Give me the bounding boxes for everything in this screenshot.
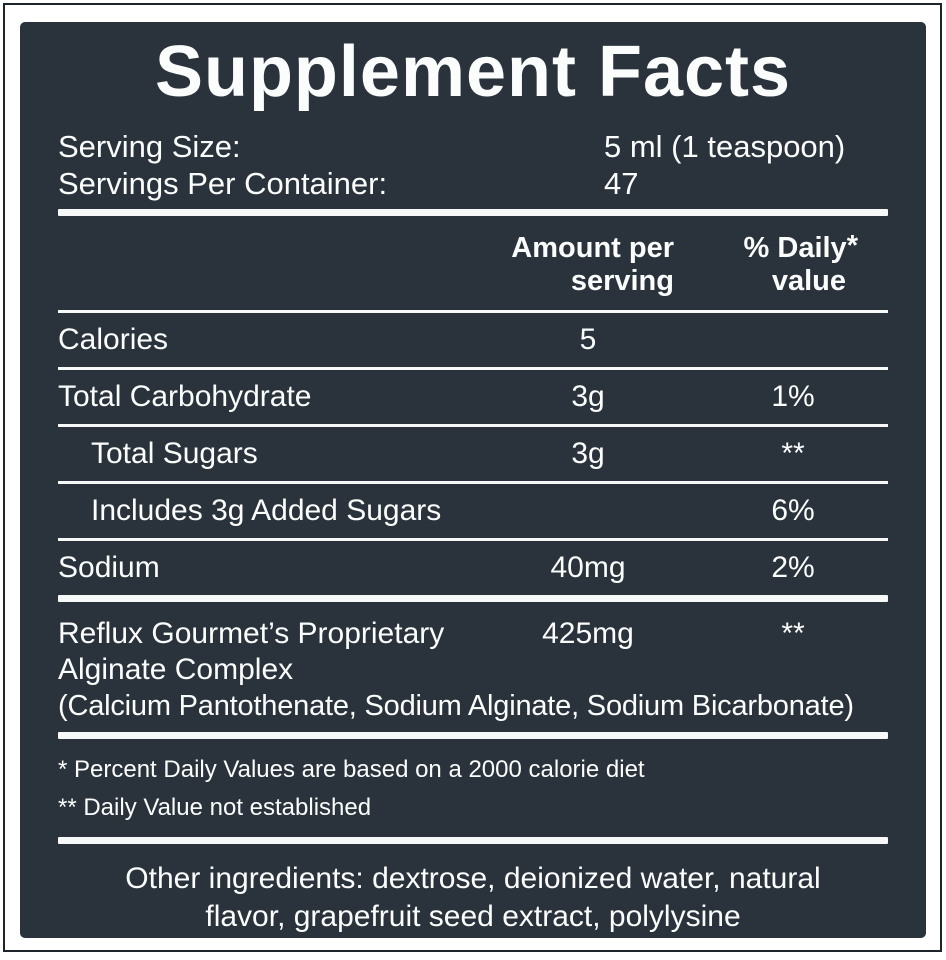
thin-rule bbox=[58, 538, 888, 541]
serving-size-value: 5 ml (1 teaspoon) bbox=[604, 129, 846, 164]
nutrient-name: Total Sugars bbox=[91, 437, 258, 470]
nutrient-amount: 3g bbox=[571, 380, 605, 413]
table-header-row: Amount per serving % Daily* value bbox=[58, 216, 888, 310]
other-ingredients-section: Other ingredients: dextrose, deionized w… bbox=[58, 844, 888, 936]
thin-rule bbox=[58, 367, 888, 370]
daily-value-asterisk: * bbox=[846, 230, 858, 262]
table-row-sodium: Sodium 40mg 2% bbox=[58, 541, 888, 595]
header-dv-line1: % Daily* bbox=[698, 230, 858, 265]
thick-rule bbox=[58, 837, 888, 844]
thick-rule bbox=[58, 209, 888, 216]
serving-size-label: Serving Size: bbox=[58, 129, 241, 164]
header-name-spacer bbox=[58, 232, 478, 298]
proprietary-name-line1: Reflux Gourmet’s Proprietary bbox=[58, 617, 445, 650]
nutrient-name: Sodium bbox=[58, 551, 160, 584]
proprietary-dv: ** bbox=[781, 617, 805, 650]
table-row-added-sugars: Includes 3g Added Sugars 6% bbox=[58, 484, 888, 538]
header-percent-daily-value: % Daily* value bbox=[698, 230, 888, 298]
nutrient-amount: 5 bbox=[579, 323, 597, 356]
footnote-daily-value: * Percent Daily Values are based on a 20… bbox=[58, 756, 645, 783]
header-amount-per-serving: Amount per serving bbox=[478, 232, 698, 298]
thin-rule bbox=[58, 310, 888, 313]
proprietary-name-line2: Alginate Complex bbox=[58, 653, 294, 686]
supplement-facts-panel: Supplement Facts Serving Size: 5 ml (1 t… bbox=[20, 22, 926, 938]
table-row-proprietary-blend: Reflux Gourmet’s Proprietary 425mg ** bbox=[58, 616, 888, 652]
thick-rule bbox=[58, 595, 888, 602]
table-row-total-carbohydrate: Total Carbohydrate 3g 1% bbox=[58, 370, 888, 424]
panel-title: Supplement Facts bbox=[154, 32, 792, 112]
servings-per-container-row: Servings Per Container: 47 bbox=[58, 165, 888, 202]
thick-rule bbox=[58, 732, 888, 739]
nutrient-amount: 40mg bbox=[550, 551, 626, 584]
serving-size-row: Serving Size: 5 ml (1 teaspoon) bbox=[58, 128, 888, 165]
table-row-total-sugars: Total Sugars 3g ** bbox=[58, 427, 888, 481]
header-dv-text: % Daily bbox=[743, 232, 847, 264]
header-dv-line2: value bbox=[771, 265, 846, 297]
footnote-not-established: ** Daily Value not established bbox=[58, 794, 372, 821]
nutrient-name: Includes 3g Added Sugars bbox=[91, 494, 442, 527]
nutrient-name: Calories bbox=[58, 323, 169, 356]
nutrient-amount: 3g bbox=[571, 437, 605, 470]
servings-per-container-value: 47 bbox=[604, 166, 639, 201]
thin-rule bbox=[58, 424, 888, 427]
proprietary-blend-block: Reflux Gourmet’s Proprietary 425mg ** Al… bbox=[58, 602, 888, 724]
nutrient-dv: 1% bbox=[771, 380, 815, 413]
thin-rule bbox=[58, 481, 888, 484]
other-ingredients-text: Other ingredients: dextrose, deionized w… bbox=[125, 862, 821, 933]
table-row-calories: Calories 5 bbox=[58, 313, 888, 367]
proprietary-components: (Calcium Pantothenate, Sodium Alginate, … bbox=[58, 690, 854, 722]
nutrient-dv: 2% bbox=[771, 551, 815, 584]
servings-per-container-label: Servings Per Container: bbox=[58, 166, 388, 201]
nutrient-dv: ** bbox=[781, 437, 805, 470]
nutrient-dv: 6% bbox=[771, 494, 815, 527]
nutrient-name: Total Carbohydrate bbox=[58, 380, 312, 413]
footnotes-block: * Percent Daily Values are based on a 20… bbox=[58, 739, 888, 833]
header-amount-line1: Amount per bbox=[511, 232, 674, 264]
serving-info-block: Serving Size: 5 ml (1 teaspoon) Servings… bbox=[58, 128, 888, 202]
header-amount-line2: serving bbox=[570, 265, 674, 297]
proprietary-amount: 425mg bbox=[542, 617, 634, 650]
